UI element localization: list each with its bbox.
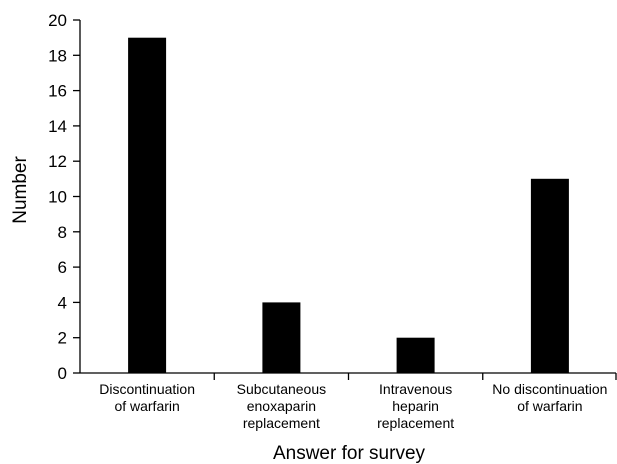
bar (530, 178, 569, 373)
y-tick-label: 2 (58, 329, 67, 348)
y-tick-label: 4 (58, 293, 67, 312)
x-tick-label: Subcutaneous enoxaparin replacement (237, 381, 327, 431)
x-tick-label: Discontinuation of warfarin (99, 381, 195, 414)
y-axis-title: Number (10, 156, 31, 224)
y-tick-label: 20 (48, 11, 67, 30)
y-tick-label: 10 (48, 188, 67, 207)
x-tick-label: Intravenous heparin replacement (377, 381, 454, 431)
bar (262, 302, 301, 373)
y-tick-label: 14 (48, 117, 67, 136)
x-axis-title: Answer for survey (273, 443, 426, 464)
y-tick-label: 16 (48, 82, 67, 101)
y-tick-label: 6 (58, 258, 67, 277)
bar (396, 337, 435, 373)
y-tick-label: 8 (58, 223, 67, 242)
bar (128, 37, 167, 373)
y-tick-label: 18 (48, 46, 67, 65)
x-tick-label: No discontinuation of warfarin (492, 381, 607, 414)
y-tick-label: 12 (48, 152, 67, 171)
y-tick-label: 0 (58, 364, 67, 383)
